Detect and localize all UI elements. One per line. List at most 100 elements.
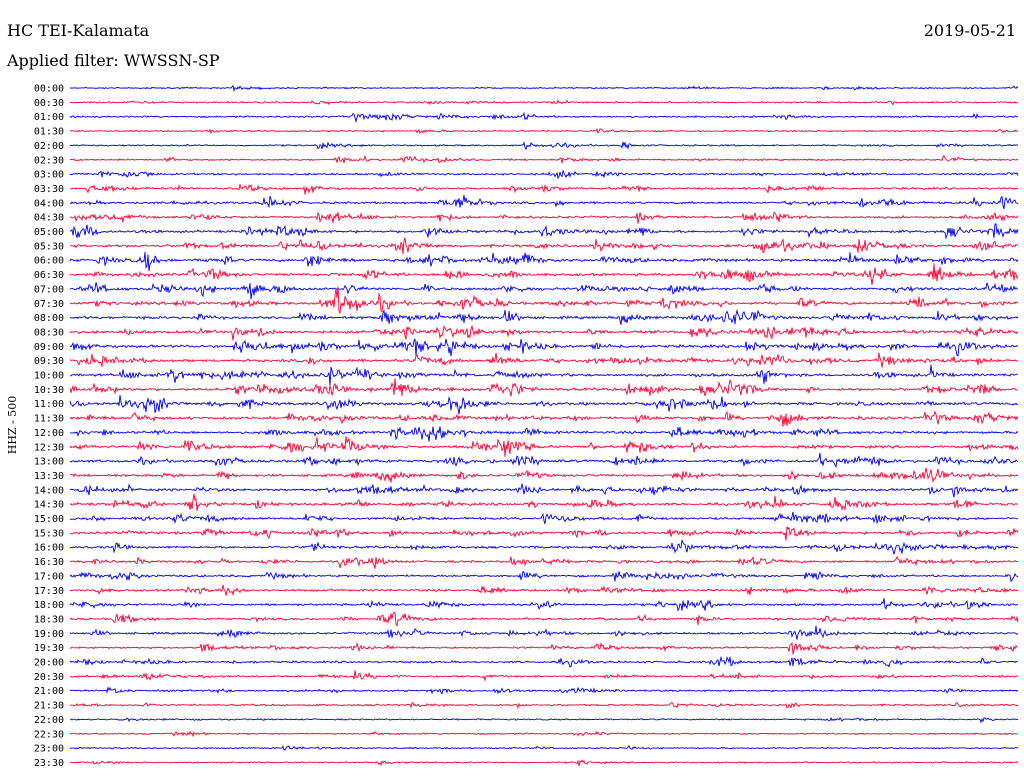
- row-label: 22:00: [34, 715, 64, 726]
- row-label: 02:00: [34, 141, 64, 152]
- trace-row-2030: [69, 670, 1019, 682]
- row-label: 17:00: [34, 571, 64, 582]
- trace-row-1730: [69, 584, 1019, 597]
- row-label: 11:00: [34, 399, 64, 410]
- trace-row-0800: [69, 308, 1019, 325]
- trace-row-1900: [69, 625, 1019, 640]
- trace-row-0500: [69, 223, 1019, 240]
- row-label: 08:00: [34, 313, 64, 324]
- trace-row-1130: [69, 410, 1019, 427]
- row-label: 09:30: [34, 356, 64, 367]
- row-label: 07:00: [34, 284, 64, 295]
- trace-row-0430: [69, 211, 1019, 224]
- trace-row-1600: [69, 539, 1019, 555]
- trace-row-0830: [69, 324, 1019, 341]
- row-label: 03:00: [34, 170, 64, 181]
- trace-row-1200: [69, 426, 1019, 442]
- row-label: 23:00: [34, 744, 64, 755]
- trace-row-0130: [69, 128, 1019, 135]
- trace-group: [69, 84, 1019, 767]
- row-label: 16:30: [34, 557, 64, 568]
- row-label: 20:00: [34, 658, 64, 669]
- trace-row-1400: [69, 483, 1019, 498]
- trace-row-0200: [69, 141, 1018, 151]
- trace-row-0930: [69, 352, 1019, 368]
- trace-row-0730: [69, 286, 1019, 314]
- row-label: 15:00: [34, 514, 64, 525]
- row-label: 14:00: [34, 485, 64, 496]
- trace-row-0400: [69, 194, 1019, 210]
- row-label: 22:30: [34, 729, 64, 740]
- trace-row-2000: [69, 655, 1019, 668]
- trace-row-1030: [69, 378, 1019, 397]
- trace-row-1230: [69, 436, 1019, 458]
- y-axis-label: HHZ - 500: [6, 396, 19, 455]
- trace-row-0630: [69, 263, 1019, 285]
- trace-row-0300: [69, 169, 1019, 180]
- row-label: 06:00: [34, 256, 64, 267]
- trace-row-2330: [69, 759, 1019, 767]
- filter-subtitle: Applied filter: WWSSN-SP: [7, 51, 220, 70]
- trace-row-1300: [69, 452, 1019, 469]
- trace-row-2130: [69, 701, 1019, 709]
- row-label: 19:30: [34, 643, 64, 654]
- trace-row-1430: [69, 493, 1019, 512]
- row-label: 12:30: [34, 442, 64, 453]
- row-label: 10:00: [34, 371, 64, 382]
- row-label: 18:30: [34, 614, 64, 625]
- row-label: 00:00: [34, 84, 64, 95]
- trace-row-2300: [69, 744, 1019, 751]
- trace-row-1630: [69, 555, 1019, 569]
- date-label: 2019-05-21: [923, 21, 1016, 40]
- trace-row-2100: [69, 686, 1019, 695]
- row-label: 01:00: [34, 112, 64, 123]
- trace-row-1800: [69, 598, 1019, 612]
- row-label: 21:00: [34, 686, 64, 697]
- row-label: 08:30: [34, 327, 64, 338]
- trace-row-0030: [69, 99, 1019, 106]
- row-label: 11:30: [34, 414, 64, 425]
- row-label: 02:30: [34, 155, 64, 166]
- trace-row-2230: [69, 730, 1019, 738]
- trace-row-0900: [69, 338, 1019, 357]
- row-label: 15:30: [34, 528, 64, 539]
- row-label: 09:00: [34, 342, 64, 353]
- trace-row-0330: [69, 183, 1019, 195]
- trace-row-0700: [69, 282, 1019, 300]
- row-label: 16:00: [34, 543, 64, 554]
- row-label: 04:30: [34, 213, 64, 224]
- row-label: 06:30: [34, 270, 64, 281]
- row-label: 21:30: [34, 701, 64, 712]
- trace-row-1530: [69, 526, 1019, 541]
- trace-row-0100: [69, 111, 1019, 124]
- row-label: 17:30: [34, 586, 64, 597]
- row-label: 13:00: [34, 457, 64, 468]
- row-label: 13:30: [34, 471, 64, 482]
- row-label-group: 00:00 00:30 01:00 01:30 02:00 02:30 03:00 03:30…: [34, 84, 64, 769]
- row-label: 01:30: [34, 127, 64, 138]
- trace-row-0600: [69, 251, 1019, 272]
- trace-row-0230: [69, 154, 1019, 164]
- station-title: HC TEI-Kalamata: [7, 21, 150, 40]
- trace-row-1930: [69, 641, 1019, 655]
- row-label: 05:00: [34, 227, 64, 238]
- row-label: 12:00: [34, 428, 64, 439]
- trace-row-1100: [69, 394, 1019, 415]
- row-label: 18:00: [34, 600, 64, 611]
- trace-row-0000: [69, 84, 1019, 93]
- row-label: 14:30: [34, 500, 64, 511]
- row-label: 19:00: [34, 629, 64, 640]
- row-label: 10:30: [34, 385, 64, 396]
- row-label: 05:30: [34, 241, 64, 252]
- trace-row-1700: [69, 570, 1019, 583]
- trace-row-1330: [69, 467, 1019, 484]
- row-label: 03:30: [34, 184, 64, 195]
- row-label: 00:30: [34, 98, 64, 109]
- trace-row-0530: [69, 237, 1019, 255]
- row-label: 04:00: [34, 198, 64, 209]
- row-label: 23:30: [34, 758, 64, 769]
- row-label: 07:30: [34, 299, 64, 310]
- row-label: 20:30: [34, 672, 64, 683]
